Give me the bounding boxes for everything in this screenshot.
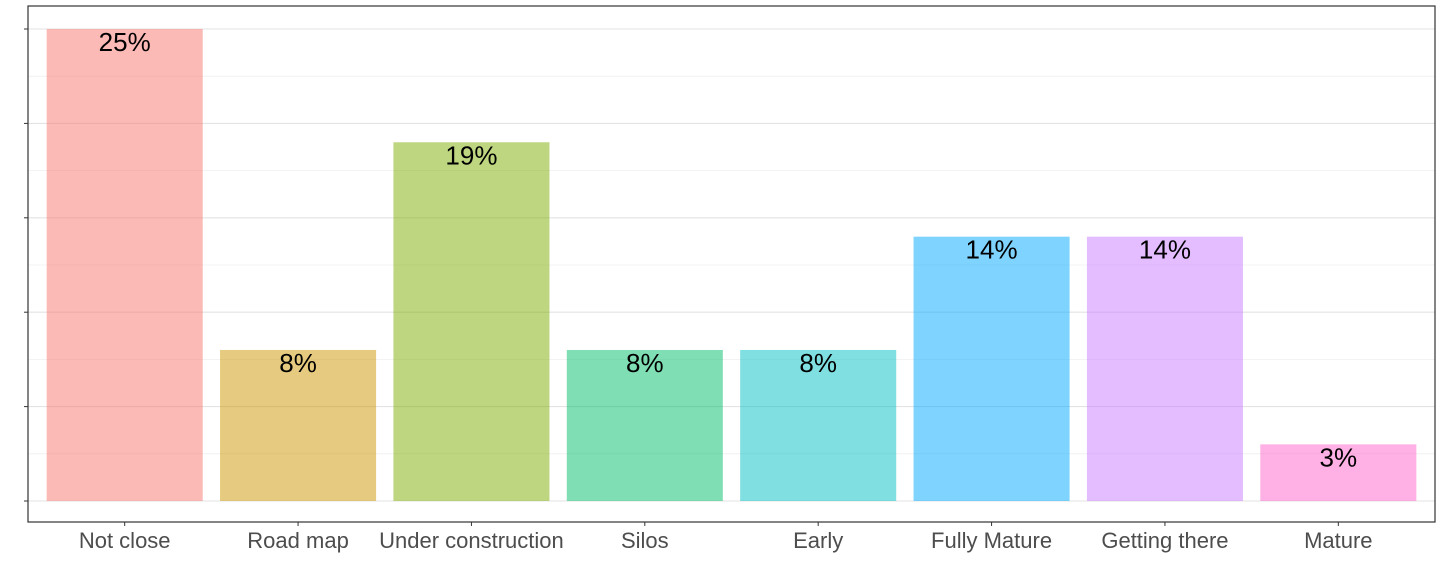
y-axis-ticks (24, 28, 28, 502)
plot-panel-border (27, 5, 1436, 523)
bar-value-label: 14% (966, 235, 1018, 265)
bar-layer (46, 29, 1417, 501)
x-tick-label: Early (793, 528, 843, 553)
x-tick-label: Fully Mature (931, 528, 1052, 553)
x-tick-label: Road map (247, 528, 349, 553)
x-tick-label: Getting there (1101, 528, 1228, 553)
bar-mature (1260, 444, 1417, 501)
bar-value-label: 19% (445, 140, 497, 170)
bar-silos (566, 349, 723, 501)
bar-early (740, 349, 897, 501)
bar-road-map (220, 349, 377, 501)
bar-value-label: 25% (99, 27, 151, 57)
bar-getting-there (1086, 236, 1243, 501)
bar-under-construction (393, 142, 550, 501)
bar-value-label: 3% (1320, 442, 1358, 472)
bar-value-label: 8% (279, 348, 317, 378)
bar-value-label: 8% (626, 348, 664, 378)
x-axis-ticks: Not close Road map Under construction Silos… (79, 522, 1373, 553)
x-tick-label: Not close (79, 528, 171, 553)
x-tick-label: Mature (1304, 528, 1372, 553)
value-label-layer: 25% 8% 19% 8% 8% 14% 14% 3% (99, 27, 1357, 472)
bar-fully-mature (913, 236, 1070, 501)
bar-value-label: 8% (799, 348, 837, 378)
x-tick-label: Under construction (379, 528, 564, 553)
bar-value-label: 14% (1139, 235, 1191, 265)
x-tick-label: Silos (621, 528, 669, 553)
bar-not-close (46, 29, 203, 501)
